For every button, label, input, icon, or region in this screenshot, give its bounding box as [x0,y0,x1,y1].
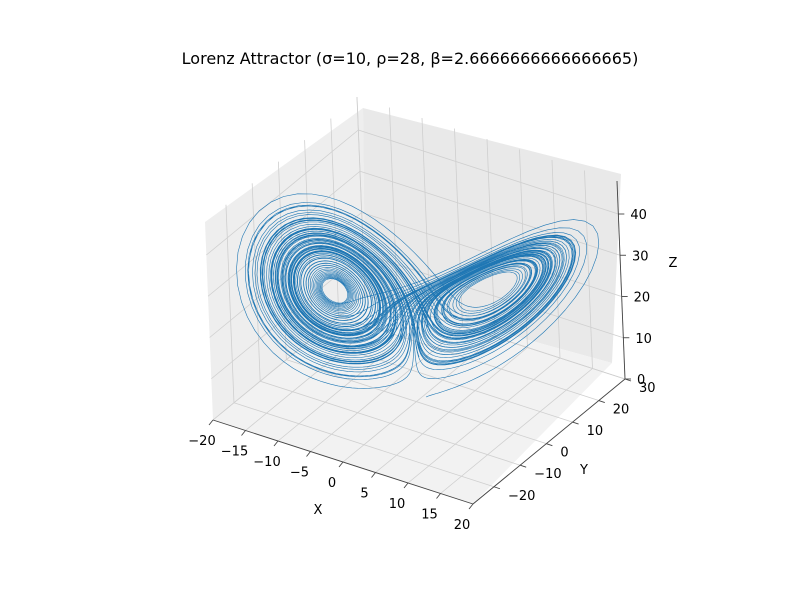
pane-back-left [205,108,365,420]
y-tick-mark [493,486,501,490]
x-tick-label: 15 [421,508,438,523]
grid-z-back [358,129,619,215]
x-tick-label: 0 [328,476,336,491]
trajectory-line [236,193,600,398]
grid-z-back [363,253,624,339]
y-tick-label: 30 [639,381,656,396]
y-tick-mark [546,443,553,447]
x-tick-label: 10 [389,497,406,512]
grid-y-floor [286,359,547,445]
z-axis-line [616,180,626,380]
x-tick-mark [468,503,474,510]
x-tick-mark [436,493,441,499]
y-tick-label: 20 [613,403,630,418]
y-tick-label: −10 [534,467,561,482]
x-tick-mark [241,430,246,436]
z-tick-label: 30 [632,249,649,264]
z-tick-label: 40 [630,208,647,223]
x-tick-mark [403,482,409,489]
x-axis-label: X [314,503,323,518]
x-tick-mark [306,451,311,457]
tick-labels: −20−15−10−505101520−20−10010203001020304… [188,208,655,533]
z-tick-label: 10 [635,332,652,347]
pane-floor [213,295,612,504]
y-tick-mark [598,400,605,403]
grid-z-back [359,170,621,256]
grid-x-floor [440,368,593,494]
x-tick-label: 5 [360,487,368,502]
x-tick-label: −10 [253,455,280,470]
z-tick-label: 20 [634,291,651,306]
y-axis-label: Y [579,463,588,478]
y-tick-label: −20 [508,489,535,504]
x-tick-label: −5 [290,466,309,481]
axis-lines [208,180,632,510]
y-tick-label: 0 [560,446,568,461]
grid-z-side [206,129,359,256]
chart-title: Lorenz Attractor (σ=10, ρ=28, β=2.666666… [182,49,639,68]
grid-x-floor [375,347,528,473]
x-tick-label: −15 [221,445,248,460]
x-tick-mark [273,440,279,447]
y-tick-mark [572,421,579,425]
grid-y-floor [260,380,521,466]
x-tick-mark [338,461,344,468]
x-tick-mark [371,472,376,478]
z-tick-label: 0 [637,373,645,388]
x-tick-label: −20 [188,434,215,449]
y-tick-label: 10 [587,424,604,439]
x-tick-label: 20 [454,518,471,533]
y-axis-line [472,378,626,505]
z-axis-label: Z [669,256,678,271]
grid-y-floor [233,402,495,488]
x-tick-mark [208,419,214,426]
y-tick-mark [520,464,527,468]
grid-x-floor [407,357,561,484]
lorenz-trajectory [236,193,600,398]
